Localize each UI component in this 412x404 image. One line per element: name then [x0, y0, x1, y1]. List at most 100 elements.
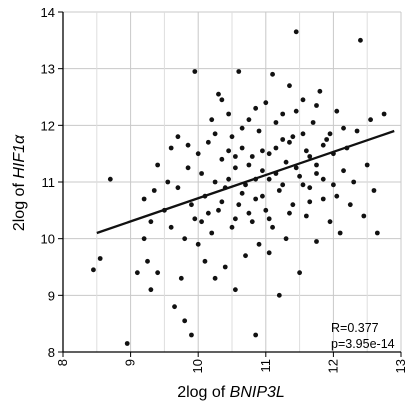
- data-point: [219, 156, 225, 162]
- data-point: [293, 165, 299, 171]
- data-point: [148, 287, 154, 293]
- y-axis-title: 2log of HIF1α: [11, 134, 28, 231]
- y-tick-label: 14: [41, 5, 55, 20]
- data-point: [219, 199, 225, 205]
- x-axis-title-gene: BNIP3L: [230, 384, 285, 401]
- data-point: [199, 171, 204, 176]
- data-point: [283, 159, 289, 165]
- regression-line: [96, 129, 395, 235]
- y-tick-label: 11: [42, 175, 56, 190]
- data-point: [266, 151, 272, 157]
- data-point: [253, 332, 259, 338]
- data-point: [243, 253, 248, 259]
- data-point: [209, 230, 215, 236]
- data-point: [266, 250, 272, 256]
- data-point: [341, 168, 346, 174]
- data-point: [222, 264, 228, 270]
- data-point: [334, 108, 340, 114]
- data-point: [280, 182, 286, 188]
- data-point: [374, 230, 380, 236]
- x-tick-labels: 8 9 10 11 12 13: [55, 359, 408, 373]
- data-point: [229, 134, 235, 140]
- data-point: [243, 182, 248, 188]
- data-point: [165, 179, 171, 185]
- data-point: [320, 142, 326, 148]
- data-point: [246, 162, 252, 168]
- data-point: [351, 179, 357, 185]
- data-point: [290, 134, 296, 140]
- y-tick-label: 12: [41, 118, 55, 133]
- data-point: [331, 182, 336, 188]
- data-point: [260, 193, 265, 199]
- data-point: [287, 139, 292, 145]
- data-point: [341, 125, 346, 131]
- data-point: [249, 154, 255, 159]
- data-point: [293, 29, 299, 35]
- data-point: [314, 103, 319, 108]
- data-point: [226, 148, 232, 154]
- data-point: [297, 173, 302, 179]
- data-point: [226, 176, 232, 182]
- data-point: [314, 239, 319, 244]
- y-axis-title-prefix: 2log of: [11, 179, 28, 231]
- data-point: [232, 216, 238, 222]
- data-point: [290, 202, 296, 208]
- data-point: [371, 188, 377, 193]
- p-value-label: p=3.95e-14: [331, 337, 395, 351]
- data-point: [239, 125, 245, 131]
- data-point: [270, 224, 275, 230]
- data-point: [361, 213, 367, 219]
- tick-marks: [58, 11, 402, 357]
- data-point: [303, 148, 309, 154]
- data-point: [283, 236, 289, 242]
- data-point: [381, 111, 387, 117]
- data-point: [280, 137, 286, 142]
- y-tick-label: 13: [41, 62, 55, 77]
- data-point: [253, 196, 259, 202]
- data-point: [266, 216, 272, 222]
- data-point: [219, 97, 225, 103]
- correlation-r-label: R=0.377: [331, 321, 379, 335]
- data-point: [263, 100, 269, 106]
- data-point: [246, 210, 252, 216]
- data-point: [273, 120, 279, 125]
- data-point: [134, 270, 140, 276]
- data-point: [280, 111, 286, 117]
- data-point: [287, 210, 292, 216]
- data-point: [195, 151, 201, 157]
- data-point: [236, 69, 242, 74]
- data-point: [182, 236, 188, 242]
- data-point: [185, 142, 191, 148]
- data-point: [199, 219, 204, 225]
- data-point: [182, 318, 188, 324]
- data-point: [307, 185, 313, 191]
- data-point: [327, 219, 333, 225]
- data-point: [249, 219, 255, 225]
- data-point: [300, 182, 306, 188]
- data-point: [232, 154, 238, 159]
- y-tick-label: 8: [48, 345, 55, 360]
- data-point: [297, 270, 302, 276]
- data-point: [270, 71, 275, 77]
- y-tick-label: 10: [41, 232, 55, 247]
- data-point: [307, 199, 313, 205]
- data-point: [212, 275, 218, 281]
- data-point: [263, 207, 269, 213]
- x-tick-label: 9: [123, 359, 138, 366]
- data-point: [185, 165, 191, 171]
- data-point: [239, 145, 245, 151]
- data-point: [97, 256, 103, 261]
- data-point: [145, 258, 150, 264]
- data-point: [256, 241, 262, 247]
- x-axis-title-prefix: 2log of: [177, 384, 229, 401]
- data-point: [334, 193, 340, 199]
- data-point: [232, 165, 238, 171]
- data-point: [175, 185, 181, 191]
- data-point: [314, 171, 319, 176]
- data-point: [324, 137, 330, 142]
- data-point: [189, 202, 194, 208]
- data-point: [148, 219, 154, 225]
- y-tick-label: 9: [48, 288, 55, 303]
